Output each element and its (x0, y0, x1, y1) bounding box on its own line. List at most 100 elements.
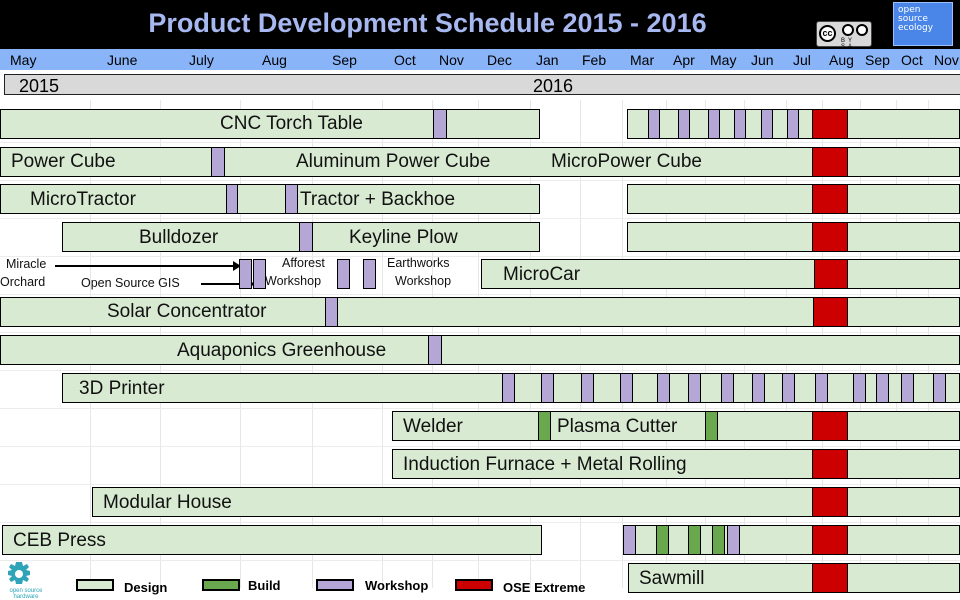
row-divider (0, 408, 960, 409)
design-bar[interactable] (2, 525, 542, 555)
design-bar[interactable] (0, 184, 540, 214)
extreme-marker[interactable] (812, 487, 848, 517)
row-label-aquaponics-greenhouse: Aquaponics Greenhouse (177, 340, 387, 361)
design-bar[interactable] (627, 222, 960, 252)
extreme-marker[interactable] (812, 109, 848, 139)
arrow (201, 283, 247, 285)
design-bar[interactable] (623, 525, 960, 555)
legend-swatch (455, 579, 493, 591)
build-marker[interactable] (688, 525, 701, 555)
design-bar[interactable] (0, 335, 960, 365)
row-label-modular-house: Modular House (103, 492, 232, 513)
workshop-marker[interactable] (853, 373, 866, 403)
month-label: Aug (262, 52, 287, 68)
workshop-marker[interactable] (933, 373, 946, 403)
workshop-marker[interactable] (761, 109, 773, 139)
workshop-marker[interactable] (678, 109, 690, 139)
month-label: Oct (901, 52, 923, 68)
workshop-marker[interactable] (363, 259, 376, 289)
month-label: Aug (829, 52, 854, 68)
month-label: Sep (332, 52, 357, 68)
month-label: Sep (865, 52, 890, 68)
design-bar[interactable] (0, 147, 960, 177)
workshop-marker[interactable] (734, 109, 746, 139)
extreme-marker[interactable] (812, 411, 848, 441)
row-label-solar-concentrator: Solar Concentrator (107, 301, 267, 322)
workshop-marker[interactable] (787, 109, 799, 139)
row-label-3d-printer: 3D Printer (79, 378, 165, 399)
build-marker[interactable] (712, 525, 725, 555)
row-label-micropower-cube: MicroPower Cube (551, 151, 702, 172)
design-bar[interactable] (392, 411, 960, 441)
sa-icon (856, 24, 868, 36)
design-bar[interactable] (392, 449, 960, 479)
extreme-marker[interactable] (812, 563, 848, 593)
license-badge[interactable]: cc BY SA (816, 21, 872, 50)
miracle-orchard-label: Orchard (0, 275, 46, 289)
row-label-plasma-cutter: Plasma Cutter (557, 416, 678, 437)
row-divider (0, 560, 960, 561)
workshop-marker[interactable] (581, 373, 594, 403)
extreme-marker[interactable] (812, 222, 848, 252)
design-bar[interactable] (628, 563, 960, 593)
build-marker[interactable] (538, 411, 551, 441)
workshop-marker[interactable] (901, 373, 914, 403)
ose-logo[interactable]: open source ecology (893, 2, 953, 46)
workshop-marker[interactable] (623, 525, 636, 555)
build-marker[interactable] (705, 411, 718, 441)
extreme-marker[interactable] (812, 147, 848, 177)
workshop-marker[interactable] (752, 373, 765, 403)
row-label-cnc-torch-table: CNC Torch Table (220, 113, 363, 134)
workshop-marker[interactable] (325, 297, 338, 327)
row-label-ceb-press: CEB Press (13, 530, 106, 551)
row-divider (0, 522, 960, 523)
workshop-marker[interactable] (337, 259, 350, 289)
workshop-marker[interactable] (708, 109, 720, 139)
earthworks-workshop-label: Earthworks (387, 256, 450, 270)
legend-swatch (316, 579, 354, 591)
legend-swatch (76, 579, 114, 591)
workshop-marker[interactable] (727, 525, 740, 555)
workshop-marker[interactable] (815, 373, 828, 403)
extreme-marker[interactable] (813, 297, 848, 327)
design-bar[interactable] (0, 109, 540, 139)
row-divider (0, 180, 960, 181)
logo-line: source (898, 14, 928, 24)
workshop-marker[interactable] (876, 373, 889, 403)
osh-text: open source hardware (4, 588, 48, 600)
workshop-marker[interactable] (239, 259, 252, 289)
workshop-marker[interactable] (648, 109, 660, 139)
workshop-marker[interactable] (541, 373, 554, 403)
extreme-marker[interactable] (814, 259, 848, 289)
build-marker[interactable] (656, 525, 669, 555)
chart-title: Product Development Schedule 2015 - 2016 (148, 8, 707, 38)
month-label: Jul (793, 52, 811, 68)
workshop-marker[interactable] (657, 373, 670, 403)
workshop-marker[interactable] (299, 222, 313, 252)
legend-label: OSE Extreme (503, 580, 586, 595)
extreme-marker[interactable] (812, 525, 848, 555)
row-label-keyline-plow: Keyline Plow (349, 227, 458, 248)
workshop-marker[interactable] (688, 373, 701, 403)
extreme-marker[interactable] (812, 449, 848, 479)
row-label-sawmill: Sawmill (639, 568, 705, 589)
workshop-marker[interactable] (433, 109, 447, 139)
extreme-marker[interactable] (812, 184, 848, 214)
workshop-marker[interactable] (782, 373, 795, 403)
workshop-marker[interactable] (428, 335, 442, 365)
workshop-marker[interactable] (721, 373, 734, 403)
workshop-marker[interactable] (285, 184, 298, 214)
workshop-marker[interactable] (211, 147, 225, 177)
month-label: Nov (934, 52, 959, 68)
row-label-aluminum-power-cube: Aluminum Power Cube (296, 151, 491, 172)
title-bar: Product Development Schedule 2015 - 2016… (0, 0, 960, 50)
workshop-marker[interactable] (226, 184, 238, 214)
design-bar[interactable] (481, 259, 960, 289)
workshop-marker[interactable] (620, 373, 633, 403)
year-label: 2016 (533, 76, 574, 96)
design-bar[interactable] (627, 184, 960, 214)
logo-line: ecology (898, 23, 934, 33)
workshop-marker[interactable] (502, 373, 515, 403)
workshop-marker[interactable] (253, 259, 266, 289)
